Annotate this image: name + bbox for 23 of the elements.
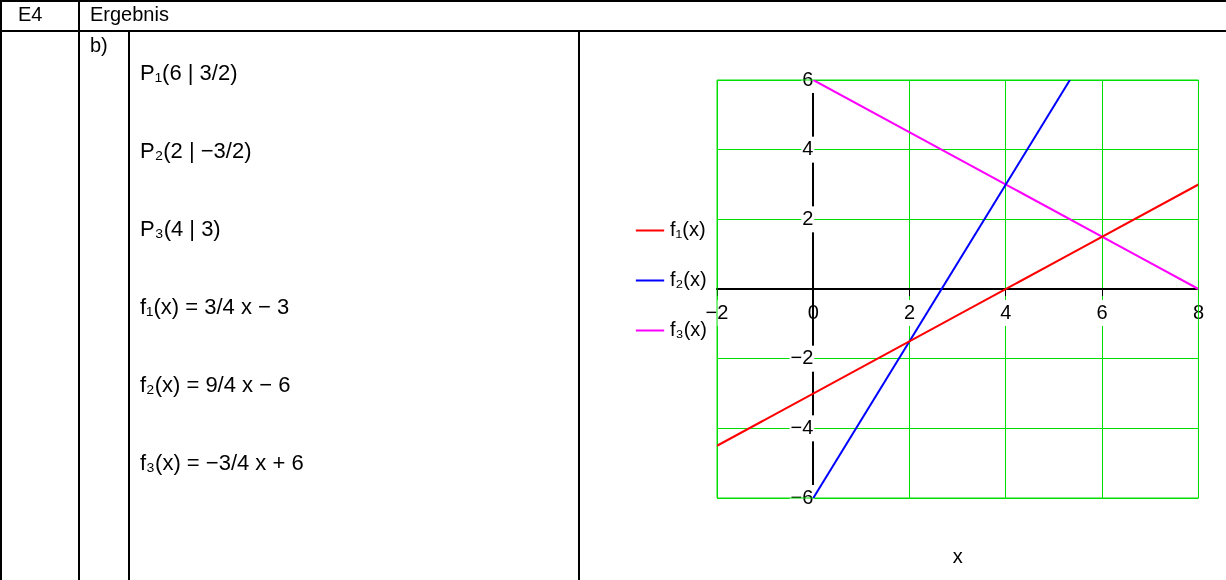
text: f₂(x) = 9/4 x − 6	[140, 372, 291, 398]
text: f₁(x) = 3/4 x − 3	[140, 294, 290, 320]
x-tick-label: 4	[1000, 300, 1012, 323]
y-tick-label: 4	[802, 137, 814, 160]
x-tick-label: 2	[904, 300, 916, 323]
y-tick-label: −2	[790, 346, 814, 369]
legend-label: f₁(x)	[670, 218, 706, 241]
legend-label: f₂(x)	[670, 268, 707, 291]
text: P₁(6 | 3/2)	[140, 60, 238, 86]
y-tick-label: 2	[802, 206, 814, 229]
y-tick-label: 6	[802, 67, 814, 90]
text: b)	[90, 34, 108, 57]
text: f₃(x) = −3/4 x + 6	[140, 450, 304, 476]
y-tick-label: −6	[790, 485, 814, 508]
y-tick-label: −4	[790, 415, 814, 438]
text: E4	[18, 3, 43, 26]
x-tick-label: −2	[705, 300, 729, 323]
text: Ergebnis	[90, 3, 169, 26]
x-tick-label: 6	[1096, 300, 1108, 323]
legend-label: f₃(x)	[670, 318, 708, 341]
text: P₂(2 | −3/2)	[140, 138, 252, 164]
x-axis-title: x	[952, 545, 963, 567]
text: P₃(4 | 3)	[140, 216, 221, 242]
